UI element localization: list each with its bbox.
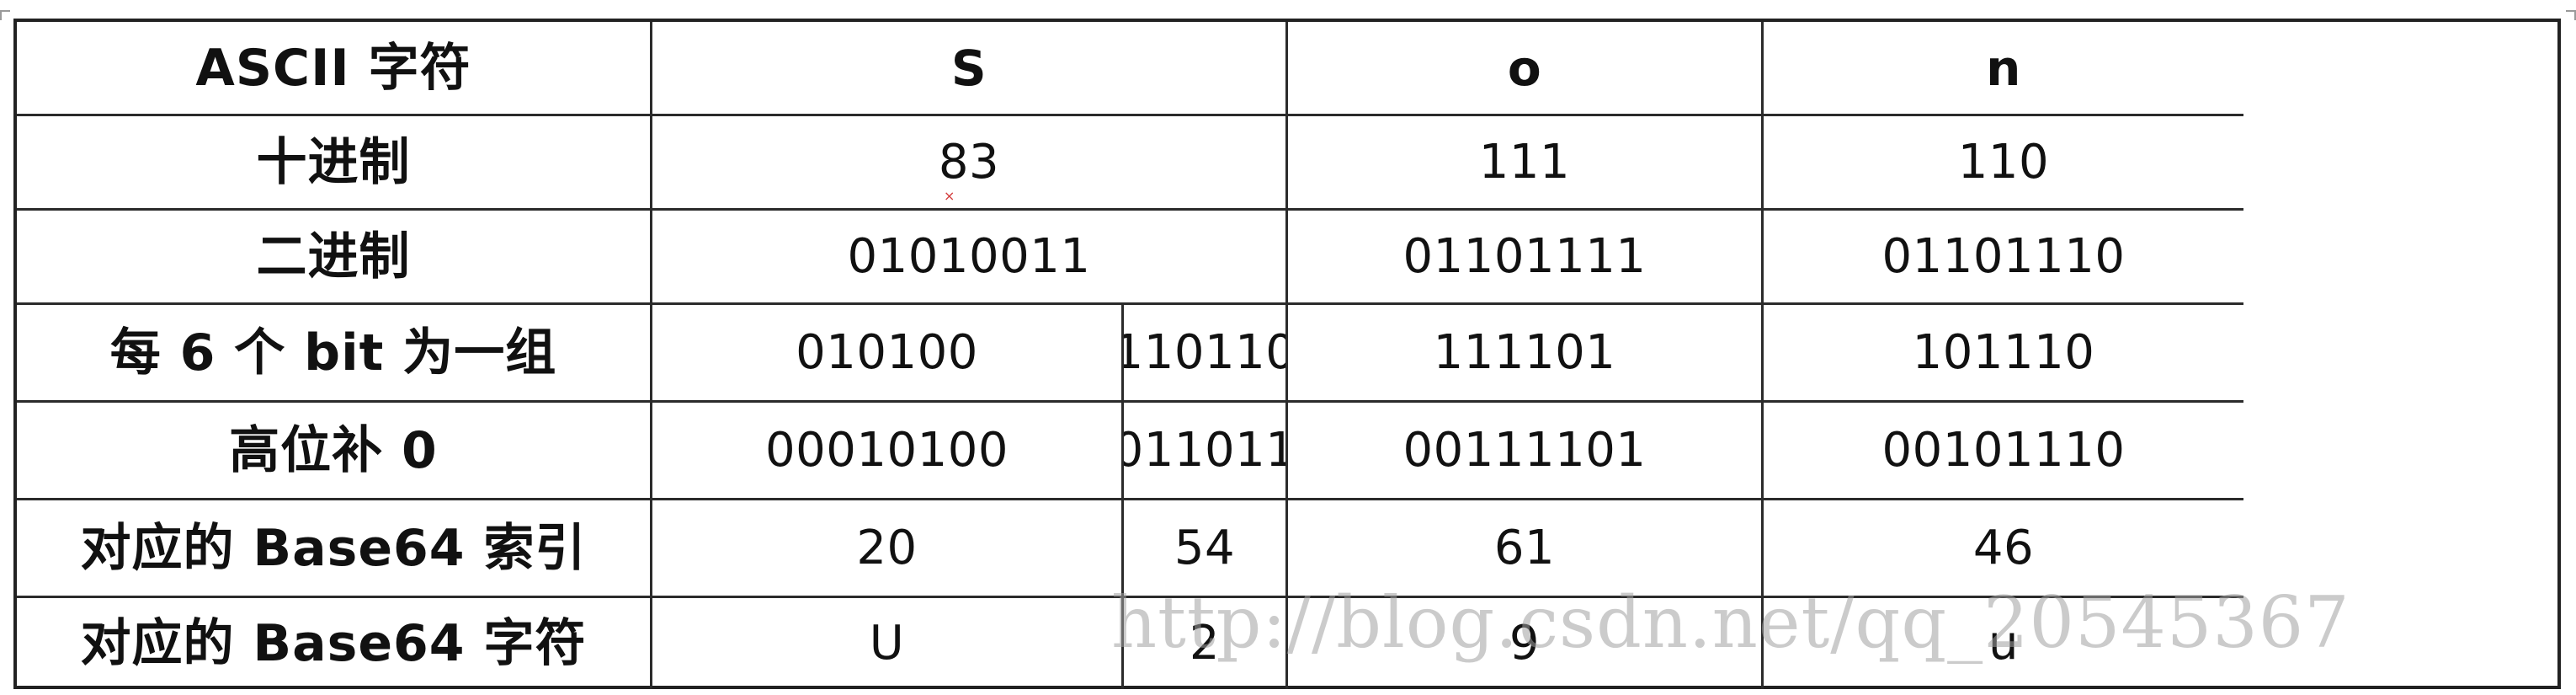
decimal-n-cell: 110 [1764, 116, 2243, 211]
corner-mark-right [2566, 10, 2576, 20]
six-bit-group-label: 每 6 个 bit 为一组 [109, 323, 557, 382]
ascii-char-n: n [1986, 39, 2021, 97]
decimal-s: 83 [938, 134, 1000, 190]
six-bit-group-1: 010100 [796, 324, 978, 380]
base64-index-4-cell: 46 [1764, 500, 2243, 598]
base64-char-3-cell: 9 [1288, 598, 1764, 689]
base64-char-4: u [1988, 616, 2019, 671]
base64-char-3: 9 [1509, 616, 1541, 671]
base64-char-1-cell: U [652, 598, 1124, 689]
base64-index-2-cell: 54 [1124, 500, 1288, 598]
base64-grid: ASCII 字符 S o n 十进制 83 111 110 [17, 22, 2557, 689]
base64-index-3-cell: 61 [1288, 500, 1764, 598]
decimal-o: 111 [1478, 134, 1571, 190]
ascii-char-s-cell: S [652, 22, 1288, 116]
zero-padding-label: 高位补 0 [229, 420, 438, 480]
six-bit-group-1-cell: 010100 [652, 305, 1124, 403]
binary-s: 01010011 [847, 228, 1091, 284]
base64-index-label: 对应的 Base64 索引 [80, 518, 587, 578]
base64-index-1: 20 [856, 520, 918, 575]
zero-padding-1-cell: 00010100 [652, 403, 1124, 500]
ascii-char-n-cell: n [1764, 22, 2243, 116]
six-bit-group-3: 111101 [1433, 324, 1616, 380]
binary-s-cell: 01010011 [652, 211, 1288, 305]
binary-o-cell: 01101111 [1288, 211, 1764, 305]
decimal-s-cell: 83 [652, 116, 1288, 211]
decimal-label-cell: 十进制 [17, 116, 652, 211]
base64-char-1: U [869, 616, 905, 671]
decimal-label: 十进制 [256, 132, 411, 192]
binary-n: 01101110 [1881, 228, 2126, 284]
base64-index-1-cell: 20 [652, 500, 1124, 598]
ascii-label: ASCII 字符 [195, 38, 471, 98]
base64-char-2: 2 [1189, 616, 1221, 671]
ascii-label-cell: ASCII 字符 [17, 22, 652, 116]
base64-index-4: 46 [1972, 520, 2035, 575]
base64-index-2: 54 [1174, 520, 1236, 575]
binary-n-cell: 01101110 [1764, 211, 2243, 305]
zero-padding-3-cell: 00111101 [1288, 403, 1764, 500]
ascii-char-o-cell: o [1288, 22, 1764, 116]
base64-index-label-cell: 对应的 Base64 索引 [17, 500, 652, 598]
small-marker-icon: × [944, 188, 955, 204]
six-bit-group-4-cell: 101110 [1764, 305, 2243, 403]
six-bit-group-label-cell: 每 6 个 bit 为一组 [17, 305, 652, 403]
six-bit-group-4: 101110 [1912, 324, 2095, 380]
ascii-char-s: S [950, 39, 987, 97]
decimal-o-cell: 111 [1288, 116, 1764, 211]
binary-label-cell: 二进制 [17, 211, 652, 305]
zero-padding-label-cell: 高位补 0 [17, 403, 652, 500]
ascii-char-o: o [1507, 39, 1542, 97]
zero-padding-3: 00111101 [1402, 422, 1647, 478]
zero-padding-1: 00010100 [764, 422, 1009, 478]
corner-mark-left [0, 10, 10, 20]
six-bit-group-3-cell: 111101 [1288, 305, 1764, 403]
binary-label: 二进制 [256, 227, 411, 286]
binary-o: 01101111 [1402, 228, 1647, 284]
zero-padding-4: 00101110 [1881, 422, 2126, 478]
base64-index-3: 61 [1493, 520, 1556, 575]
base64-char-2-cell: 2 [1124, 598, 1288, 689]
base64-char-4-cell: u [1764, 598, 2243, 689]
zero-padding-4-cell: 00101110 [1764, 403, 2243, 500]
base64-char-label-cell: 对应的 Base64 字符 [17, 598, 652, 689]
base64-char-label: 对应的 Base64 字符 [80, 614, 587, 673]
base64-table: ASCII 字符 S o n 十进制 83 111 110 [13, 19, 2561, 689]
decimal-n: 110 [1957, 134, 2050, 190]
